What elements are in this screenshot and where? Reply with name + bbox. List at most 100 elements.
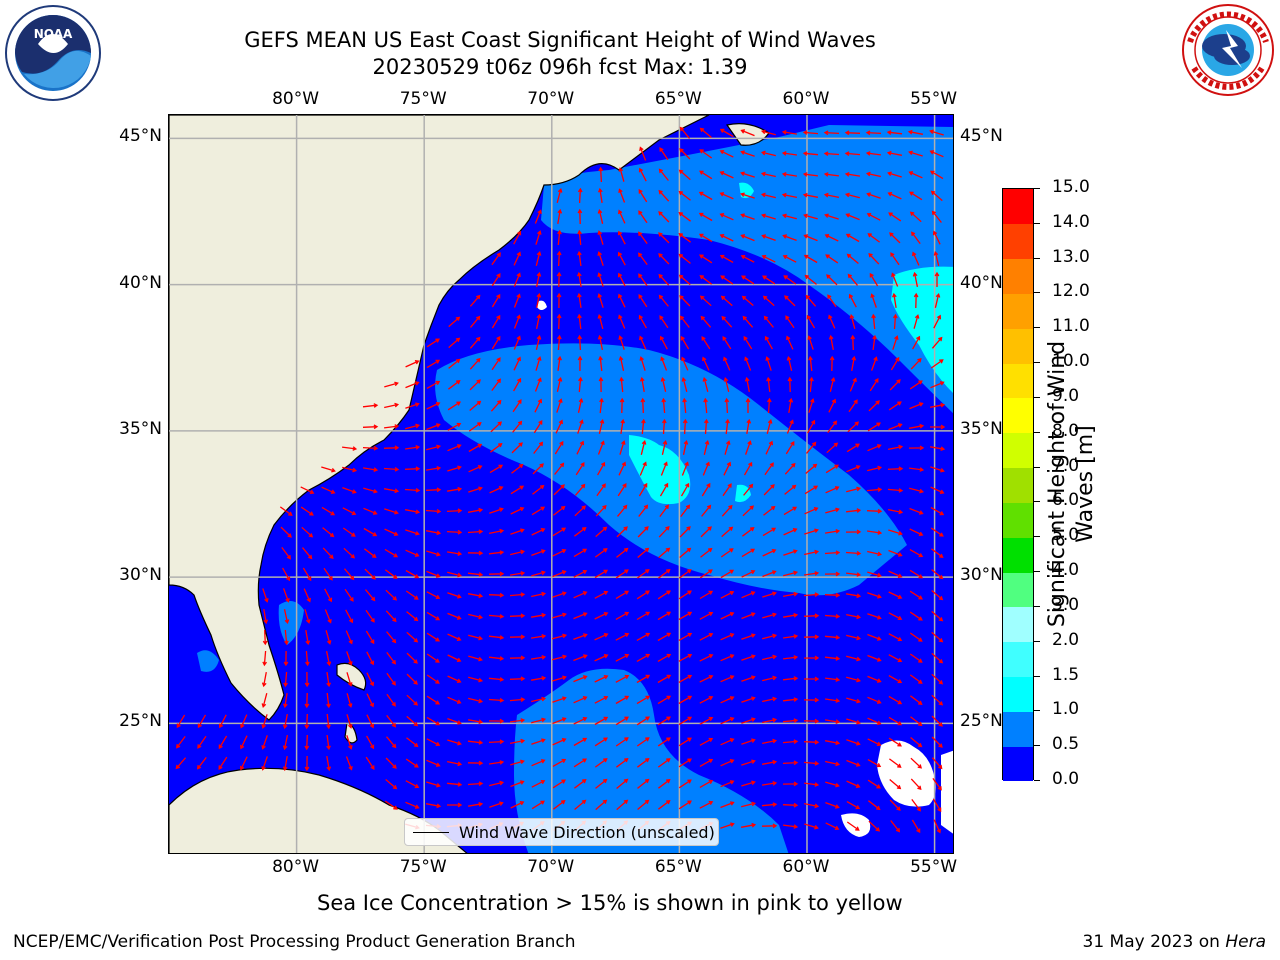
wave-direction-arrow: [467, 507, 484, 513]
wave-direction-arrow: [828, 314, 836, 329]
wave-direction-arrow: [535, 356, 542, 371]
wave-direction-arrow: [807, 419, 816, 434]
wave-direction-arrow: [447, 696, 462, 704]
wave-direction-arrow: [467, 740, 484, 745]
wave-direction-arrow: [362, 445, 379, 451]
wave-direction-arrow: [721, 504, 733, 517]
wave-direction-arrow: [824, 234, 839, 242]
wave-direction-arrow: [594, 611, 609, 620]
wave-direction-arrow: [699, 590, 714, 600]
wave-direction-arrow: [594, 695, 609, 704]
wave-direction-arrow: [384, 508, 399, 515]
wave-direction-arrow: [426, 781, 441, 788]
wave-direction-arrow: [871, 313, 876, 330]
wave-direction-arrow: [845, 529, 862, 535]
colorbar-tick-mark: [1034, 640, 1040, 642]
wave-direction-arrow: [575, 483, 586, 496]
wave-direction-arrow: [678, 695, 693, 705]
wave-direction-arrow: [740, 254, 755, 263]
wave-direction-arrow: [344, 588, 354, 602]
wave-direction-arrow: [406, 673, 418, 685]
wave-direction-arrow: [469, 400, 482, 411]
wave-direction-arrow: [888, 675, 903, 684]
wave-direction-arrow: [699, 779, 714, 788]
wave-direction-arrow: [846, 443, 860, 453]
wave-direction-arrow: [616, 778, 629, 789]
wave-direction-arrow: [824, 550, 841, 556]
wave-direction-arrow: [595, 504, 607, 517]
wave-direction-arrow: [552, 591, 567, 598]
wave-direction-arrow: [196, 757, 207, 770]
wave-direction-arrow: [934, 271, 940, 287]
wave-direction-arrow: [573, 716, 588, 725]
wave-direction-arrow: [342, 527, 356, 537]
wave-direction-arrow: [912, 251, 920, 266]
colorbar-tick-mark: [1034, 222, 1040, 224]
wave-direction-arrow: [765, 356, 772, 371]
colorbar-tick-label: 13.0: [1052, 246, 1090, 267]
wave-direction-arrow: [640, 397, 646, 414]
wave-direction-arrow: [931, 336, 943, 349]
wave-direction-arrow: [468, 655, 483, 662]
wave-direction-arrow: [510, 800, 525, 809]
wave-direction-arrow: [782, 612, 799, 618]
wave-direction-arrow: [488, 635, 505, 640]
wave-direction-arrow: [342, 446, 358, 451]
wave-direction-arrow: [552, 654, 568, 661]
wave-direction-arrow: [892, 313, 898, 330]
wave-direction-arrow: [447, 444, 462, 452]
wave-direction-arrow: [426, 338, 440, 348]
wave-direction-arrow: [744, 376, 750, 393]
wave-direction-arrow: [467, 572, 484, 577]
wave-direction-arrow: [615, 632, 630, 641]
wave-direction-arrow: [703, 397, 708, 414]
wave-direction-arrow: [467, 781, 484, 787]
wave-direction-arrow: [766, 397, 772, 414]
wave-direction-arrow: [848, 399, 858, 413]
wave-direction-arrow: [681, 356, 689, 371]
wave-direction-arrow: [638, 294, 648, 308]
wave-direction-arrow: [618, 335, 625, 350]
wave-direction-arrow: [342, 486, 357, 494]
wave-direction-arrow: [823, 130, 840, 136]
wave-direction-arrow: [597, 272, 604, 287]
wave-direction-arrow: [303, 588, 311, 603]
wave-direction-arrow: [699, 170, 713, 180]
wave-direction-arrow: [595, 799, 608, 811]
wave-direction-arrow: [868, 820, 881, 832]
wave-direction-arrow: [660, 376, 667, 392]
wave-direction-arrow: [426, 570, 441, 578]
wave-direction-arrow: [908, 171, 923, 179]
wave-direction-arrow: [931, 610, 944, 622]
wave-direction-arrow: [301, 526, 314, 538]
wave-direction-arrow: [846, 486, 862, 493]
colorbar-tick-label: 8.0: [1052, 420, 1080, 441]
wave-direction-arrow: [469, 336, 481, 349]
wave-direction-arrow: [909, 632, 923, 642]
wave-direction-arrow: [532, 484, 545, 495]
colorbar-tick-label: 2.0: [1052, 629, 1080, 650]
colorbar-tick-label: 6.0: [1052, 490, 1080, 511]
wave-direction-arrow: [661, 418, 667, 435]
wave-direction-arrow: [304, 692, 310, 709]
wave-direction-arrow: [533, 420, 543, 434]
wave-direction-arrow: [345, 756, 353, 771]
wave-direction-arrow: [870, 356, 878, 371]
wave-direction-arrow: [577, 229, 582, 246]
wave-direction-arrow: [743, 335, 753, 350]
wave-direction-arrow: [889, 799, 901, 811]
wave-direction-arrow: [804, 485, 819, 495]
wave-direction-arrow: [887, 192, 902, 200]
wave-direction-arrow: [867, 444, 882, 452]
wave-direction-arrow: [700, 547, 713, 558]
wave-direction-arrow: [658, 232, 670, 244]
wave-direction-arrow: [535, 250, 542, 266]
wave-direction-arrow: [720, 780, 735, 788]
colorbar-segment: [1003, 258, 1033, 294]
wave-direction-arrow: [930, 506, 945, 516]
map-canvas: [169, 115, 953, 853]
wave-direction-arrow: [282, 755, 288, 772]
wave-direction-arrow: [720, 801, 735, 809]
wave-direction-arrow: [804, 507, 819, 515]
wave-direction-arrow: [762, 654, 778, 661]
